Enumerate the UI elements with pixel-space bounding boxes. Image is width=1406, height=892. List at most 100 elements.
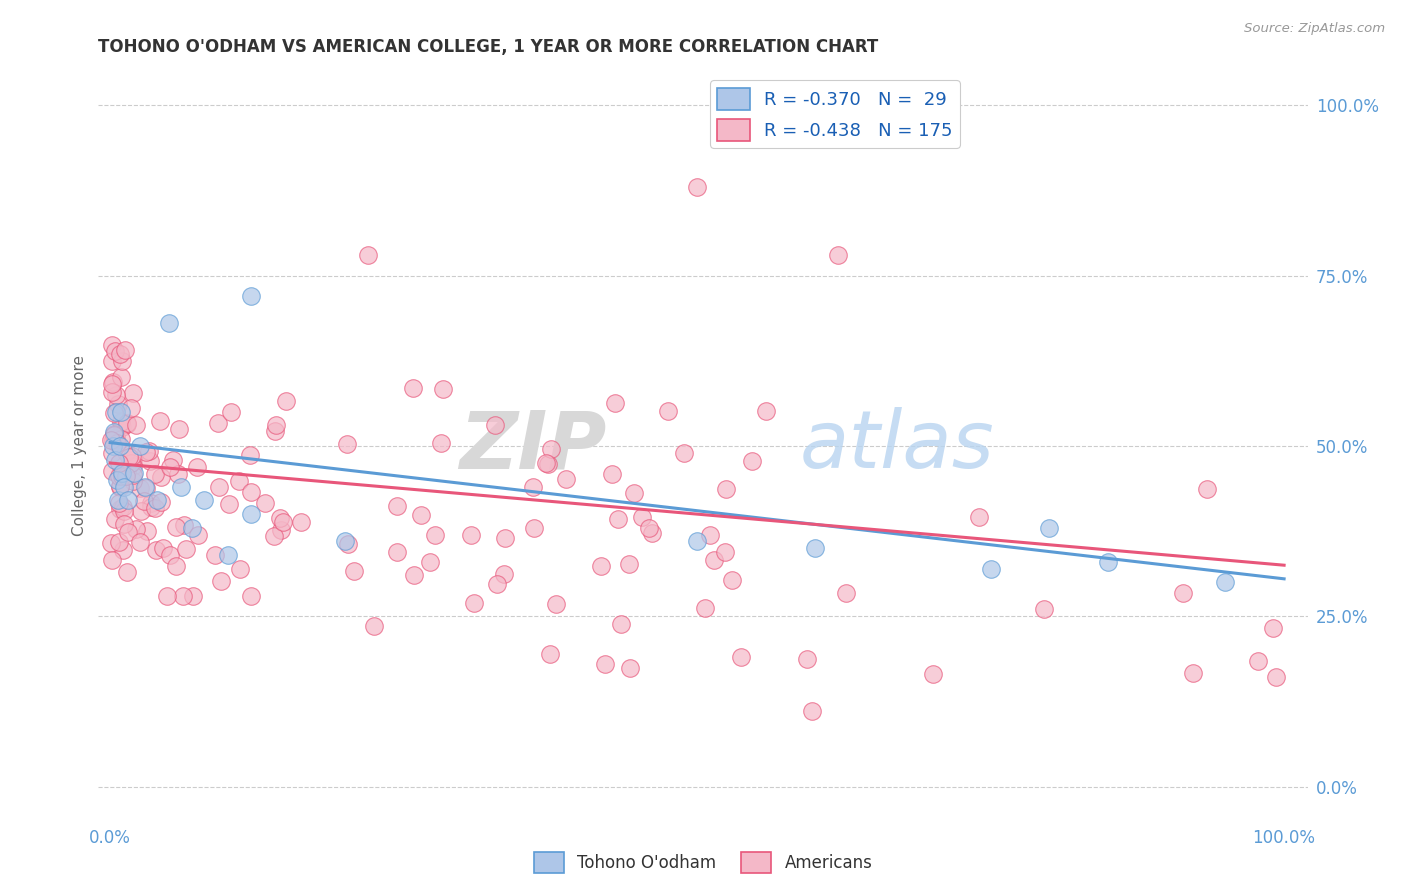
Point	[101, 338, 124, 352]
Point	[423, 528, 446, 542]
Point	[1246, 654, 1268, 668]
Point	[117, 524, 139, 539]
Point	[118, 450, 141, 464]
Point	[1038, 521, 1060, 535]
Point	[103, 406, 125, 420]
Point	[741, 454, 763, 468]
Point	[803, 541, 825, 556]
Point	[240, 507, 263, 521]
Point	[402, 567, 425, 582]
Point	[1197, 482, 1219, 496]
Point	[174, 541, 197, 556]
Point	[266, 418, 288, 433]
Point	[239, 484, 262, 499]
Point	[136, 524, 159, 538]
Point	[122, 467, 145, 481]
Point	[228, 474, 250, 488]
Point	[112, 480, 135, 494]
Point	[114, 343, 136, 358]
Point	[156, 589, 179, 603]
Point	[111, 500, 134, 514]
Point	[263, 529, 285, 543]
Point	[534, 456, 557, 470]
Point	[104, 512, 127, 526]
Point	[101, 434, 124, 448]
Point	[1173, 586, 1195, 600]
Point	[146, 493, 169, 508]
Point	[103, 434, 125, 449]
Point	[494, 566, 516, 581]
Point	[110, 370, 132, 384]
Point	[409, 508, 432, 523]
Point	[129, 535, 152, 549]
Point	[357, 248, 380, 262]
Point	[110, 415, 132, 429]
Point	[135, 481, 157, 495]
Point	[159, 459, 181, 474]
Point	[101, 385, 124, 400]
Point	[165, 520, 187, 534]
Point	[115, 417, 138, 431]
Point	[120, 401, 142, 415]
Legend: R = -0.370   N =  29, R = -0.438   N = 175: R = -0.370 N = 29, R = -0.438 N = 175	[710, 80, 960, 148]
Point	[204, 548, 226, 562]
Text: atlas: atlas	[800, 407, 994, 485]
Point	[117, 464, 139, 478]
Point	[115, 469, 138, 483]
Legend: Tohono O'odham, Americans: Tohono O'odham, Americans	[527, 846, 879, 880]
Point	[619, 558, 641, 572]
Point	[103, 427, 125, 442]
Point	[141, 496, 163, 510]
Point	[486, 577, 509, 591]
Text: TOHONO O'ODHAM VS AMERICAN COLLEGE, 1 YEAR OR MORE CORRELATION CHART: TOHONO O'ODHAM VS AMERICAN COLLEGE, 1 YE…	[98, 38, 879, 56]
Point	[108, 479, 131, 493]
Point	[110, 432, 132, 446]
Point	[104, 343, 127, 358]
Point	[122, 458, 145, 473]
Point	[169, 480, 191, 494]
Point	[402, 381, 425, 395]
Point	[264, 425, 287, 439]
Point	[110, 405, 132, 419]
Point	[218, 498, 240, 512]
Point	[387, 499, 409, 513]
Point	[730, 650, 752, 665]
Point	[108, 496, 131, 510]
Point	[143, 467, 166, 481]
Point	[363, 618, 385, 632]
Point	[111, 467, 134, 481]
Point	[1097, 555, 1119, 569]
Point	[107, 436, 129, 450]
Point	[430, 436, 453, 450]
Point	[540, 442, 562, 457]
Point	[145, 501, 167, 516]
Text: Source: ZipAtlas.com: Source: ZipAtlas.com	[1244, 22, 1385, 36]
Point	[1265, 670, 1288, 684]
Point	[103, 425, 125, 440]
Point	[172, 589, 194, 603]
Point	[173, 517, 195, 532]
Point	[111, 469, 134, 483]
Point	[128, 439, 150, 453]
Point	[980, 561, 1002, 575]
Point	[108, 468, 131, 483]
Point	[721, 573, 744, 587]
Point	[219, 405, 242, 419]
Point	[641, 526, 664, 541]
Point	[122, 474, 145, 488]
Point	[522, 479, 544, 493]
Point	[546, 598, 568, 612]
Point	[800, 704, 823, 718]
Point	[145, 542, 167, 557]
Point	[631, 509, 654, 524]
Point	[100, 434, 122, 448]
Point	[217, 548, 239, 562]
Point	[603, 395, 626, 409]
Point	[193, 493, 215, 508]
Point	[967, 510, 990, 524]
Point	[112, 543, 135, 558]
Point	[755, 404, 778, 418]
Point	[229, 562, 252, 576]
Point	[686, 534, 709, 549]
Point	[107, 493, 129, 508]
